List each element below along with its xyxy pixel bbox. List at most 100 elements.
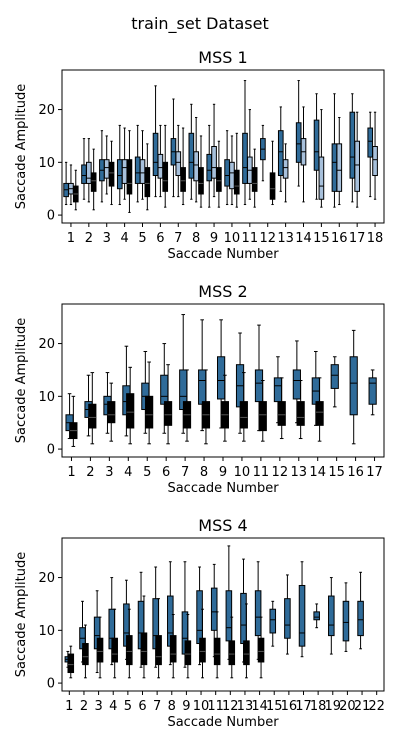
box-iqr [140, 632, 148, 666]
x-axis-label: Saccade Number [167, 715, 279, 730]
box-iqr [216, 167, 222, 192]
x-tick-label: 2 [80, 699, 88, 714]
box-iqr [175, 151, 182, 177]
x-tick-label: 8 [200, 465, 208, 480]
box-iqr [107, 401, 116, 424]
x-axis-label: Saccade Number [167, 247, 279, 262]
box-plot [330, 356, 339, 408]
box-iqr [193, 151, 199, 182]
box-iqr [318, 156, 325, 200]
box-iqr [349, 111, 356, 179]
box-plot [107, 382, 116, 442]
box-iqr [242, 132, 248, 184]
y-tick-label: 20 [38, 337, 55, 352]
x-tick-label: 17 [349, 231, 366, 246]
x-tick-label: 19 [324, 699, 341, 714]
box-iqr [199, 637, 206, 663]
box-iqr [298, 584, 306, 647]
box-iqr [88, 403, 97, 429]
y-tick-label: 10 [38, 390, 55, 405]
box-plot [111, 608, 118, 679]
x-tick-label: 6 [162, 465, 170, 480]
box-iqr [258, 401, 267, 432]
box-plot [258, 380, 267, 442]
box-iqr [198, 167, 204, 195]
chart-title: MSS 1 [198, 48, 247, 67]
x-tick-label: 16 [281, 699, 298, 714]
y-axis-label: Saccade Amplitude [14, 552, 29, 677]
box-iqr [313, 119, 320, 171]
box-plot [243, 603, 250, 679]
box-plot [354, 111, 360, 208]
x-tick-label: 9 [182, 699, 190, 714]
box-iqr [198, 369, 207, 405]
box-plot [63, 161, 69, 206]
box-iqr [86, 161, 92, 184]
box-iqr [330, 364, 339, 389]
chart-title: MSS 4 [198, 516, 247, 535]
x-tick-label: 7 [153, 699, 161, 714]
box-iqr [210, 587, 218, 631]
y-tick-label: 0 [47, 443, 55, 458]
x-tick-label: 12 [259, 231, 276, 246]
box-iqr [121, 159, 128, 184]
box-iqr [188, 132, 195, 179]
box-iqr [126, 635, 133, 666]
box-plot [152, 85, 159, 198]
box-plot [81, 138, 87, 200]
x-tick-label: 10 [193, 699, 210, 714]
box-iqr [239, 401, 248, 429]
box-plot [116, 124, 123, 206]
x-tick-label: 14 [295, 231, 312, 246]
axes-frame [61, 69, 385, 224]
x-tick-label: 4 [124, 465, 132, 480]
y-tick-label: 10 [38, 156, 55, 171]
box-iqr [269, 608, 277, 634]
box-plot [282, 143, 289, 203]
box-iqr [116, 159, 123, 190]
box-plot [328, 577, 335, 655]
box-plot [220, 374, 229, 442]
x-tick-label: 8 [192, 231, 200, 246]
x-tick-label: 1 [65, 699, 73, 714]
axes-frame [61, 537, 385, 692]
x-tick-label: 5 [138, 231, 146, 246]
box-iqr [229, 161, 235, 190]
box-plot [184, 614, 192, 679]
box-plot [368, 369, 377, 416]
x-tick-label: 11 [207, 699, 224, 714]
box-iqr [368, 377, 377, 405]
x-tick-label: 2 [86, 465, 94, 480]
x-tick-label: 13 [237, 699, 254, 714]
box-iqr [342, 600, 350, 642]
box-iqr [328, 595, 335, 637]
box-plot [157, 124, 164, 198]
box-plot [67, 645, 75, 679]
box-series [67, 595, 265, 679]
box-iqr [354, 140, 360, 192]
x-tick-label: 22 [368, 699, 385, 714]
box-iqr [277, 130, 284, 177]
box-plot [269, 140, 276, 206]
box-plot [228, 616, 236, 679]
box-plot [284, 574, 291, 655]
x-tick-label: 3 [103, 231, 111, 246]
box-series [72, 124, 276, 213]
x-tick-label: 14 [309, 465, 326, 480]
x-tick-label: 9 [219, 465, 227, 480]
x-tick-label: 4 [109, 699, 117, 714]
box-iqr [217, 356, 226, 400]
x-tick-label: 3 [94, 699, 102, 714]
box-plot [126, 366, 135, 445]
box-plot [331, 93, 338, 208]
box-plot [155, 598, 162, 679]
x-tick-label: 17 [366, 465, 383, 480]
box-iqr [273, 377, 283, 403]
box-plot [229, 135, 235, 206]
box-iqr [233, 169, 240, 195]
box-iqr [224, 159, 230, 187]
x-tick-label: 12 [272, 465, 289, 480]
box-plot [72, 169, 79, 211]
